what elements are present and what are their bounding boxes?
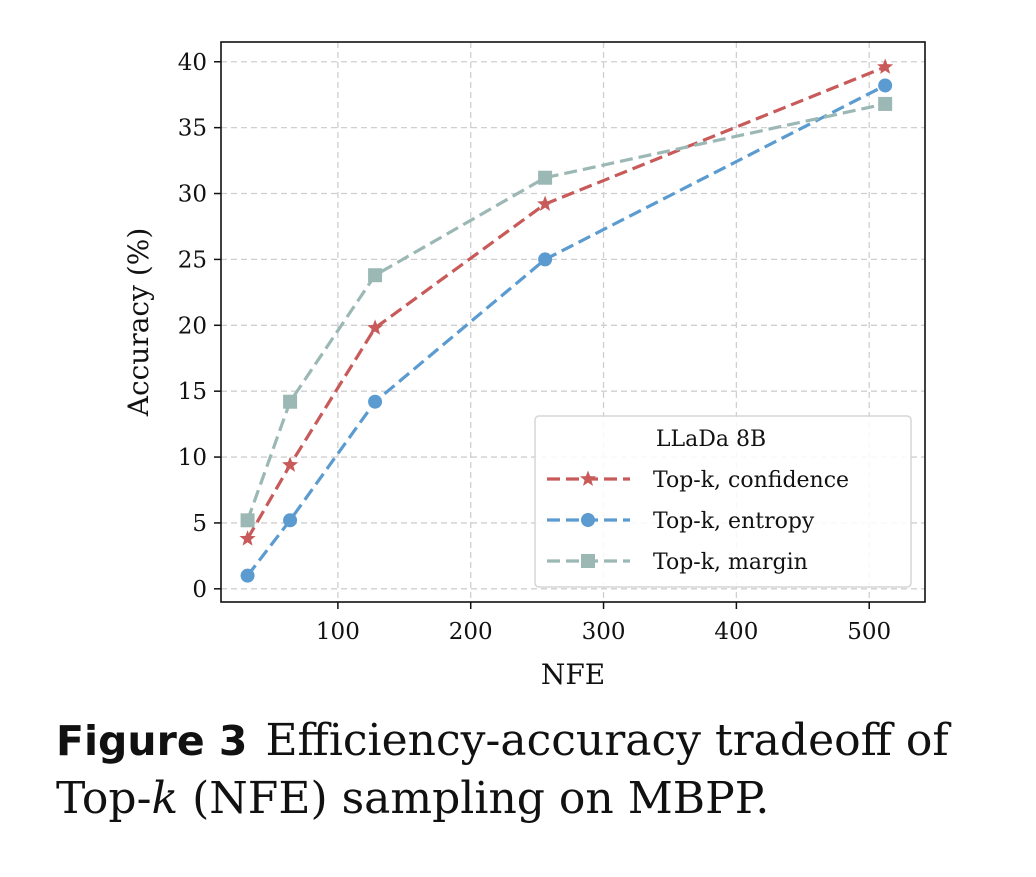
data-point-top-k-confidence bbox=[281, 456, 299, 472]
figure-label: Figure 3 bbox=[56, 717, 248, 765]
data-point-top-k-margin bbox=[368, 268, 383, 283]
x-tick-label: 400 bbox=[714, 619, 758, 645]
series-line-top-k-confidence bbox=[246, 65, 886, 540]
data-point-top-k-entropy bbox=[240, 568, 255, 583]
data-point-top-k-margin bbox=[538, 170, 553, 185]
x-tick-label: 300 bbox=[582, 619, 626, 645]
y-tick-label: 5 bbox=[192, 511, 207, 537]
legend-label-top-k-entropy: Top-k, entropy bbox=[653, 509, 815, 534]
data-point-top-k-entropy bbox=[283, 513, 298, 528]
caption-variable: k bbox=[151, 773, 179, 824]
legend-title: LLaDa 8B bbox=[656, 427, 766, 452]
y-tick-label: 0 bbox=[192, 577, 207, 603]
data-point-top-k-confidence bbox=[239, 530, 256, 546]
caption-text-after: (NFE) sampling on MBPP. bbox=[178, 773, 770, 824]
figure-caption: Figure 3 Efficiency-accuracy tradeoff of … bbox=[56, 712, 1016, 828]
data-point-top-k-margin bbox=[878, 96, 893, 111]
legend-marker-top-k-margin bbox=[581, 554, 595, 568]
y-tick-label: 35 bbox=[178, 116, 207, 142]
y-tick-label: 30 bbox=[178, 182, 207, 208]
y-tick-label: 10 bbox=[178, 445, 207, 471]
y-tick-label: 25 bbox=[178, 247, 207, 273]
data-point-top-k-entropy bbox=[538, 252, 553, 267]
x-axis-label: NFE bbox=[541, 658, 605, 691]
y-axis-label: Accuracy (%) bbox=[122, 228, 155, 418]
accuracy-vs-nfe-chart: 100 200 300 400 500 0 5 10 15 20 25 30 35 40 NFE Accura… bbox=[122, 41, 926, 691]
y-tick-label: 40 bbox=[178, 50, 207, 76]
y-tick-label: 20 bbox=[178, 313, 207, 339]
x-tick-label: 500 bbox=[847, 619, 891, 645]
data-point-top-k-margin bbox=[240, 513, 255, 528]
y-tick-label: 15 bbox=[178, 379, 207, 405]
data-point-top-k-entropy bbox=[368, 394, 383, 409]
x-tick-label: 200 bbox=[449, 619, 493, 645]
legend-marker-top-k-entropy bbox=[581, 513, 595, 527]
legend-label-top-k-margin: Top-k, margin bbox=[653, 550, 808, 575]
legend-marker-top-k-confidence bbox=[579, 470, 597, 486]
data-point-top-k-margin bbox=[283, 394, 298, 409]
data-point-top-k-confidence bbox=[367, 319, 384, 335]
legend-label-top-k-confidence: Top-k, confidence bbox=[653, 468, 849, 493]
legend-box bbox=[534, 415, 912, 588]
data-point-top-k-confidence bbox=[877, 58, 894, 74]
data-point-top-k-confidence bbox=[537, 195, 554, 211]
caption-text-before: Efficiency-accuracy tradeoff of Top- bbox=[56, 715, 949, 824]
x-tick-label: 100 bbox=[316, 619, 360, 645]
plot-frame bbox=[220, 41, 926, 603]
data-point-top-k-entropy bbox=[878, 78, 893, 93]
